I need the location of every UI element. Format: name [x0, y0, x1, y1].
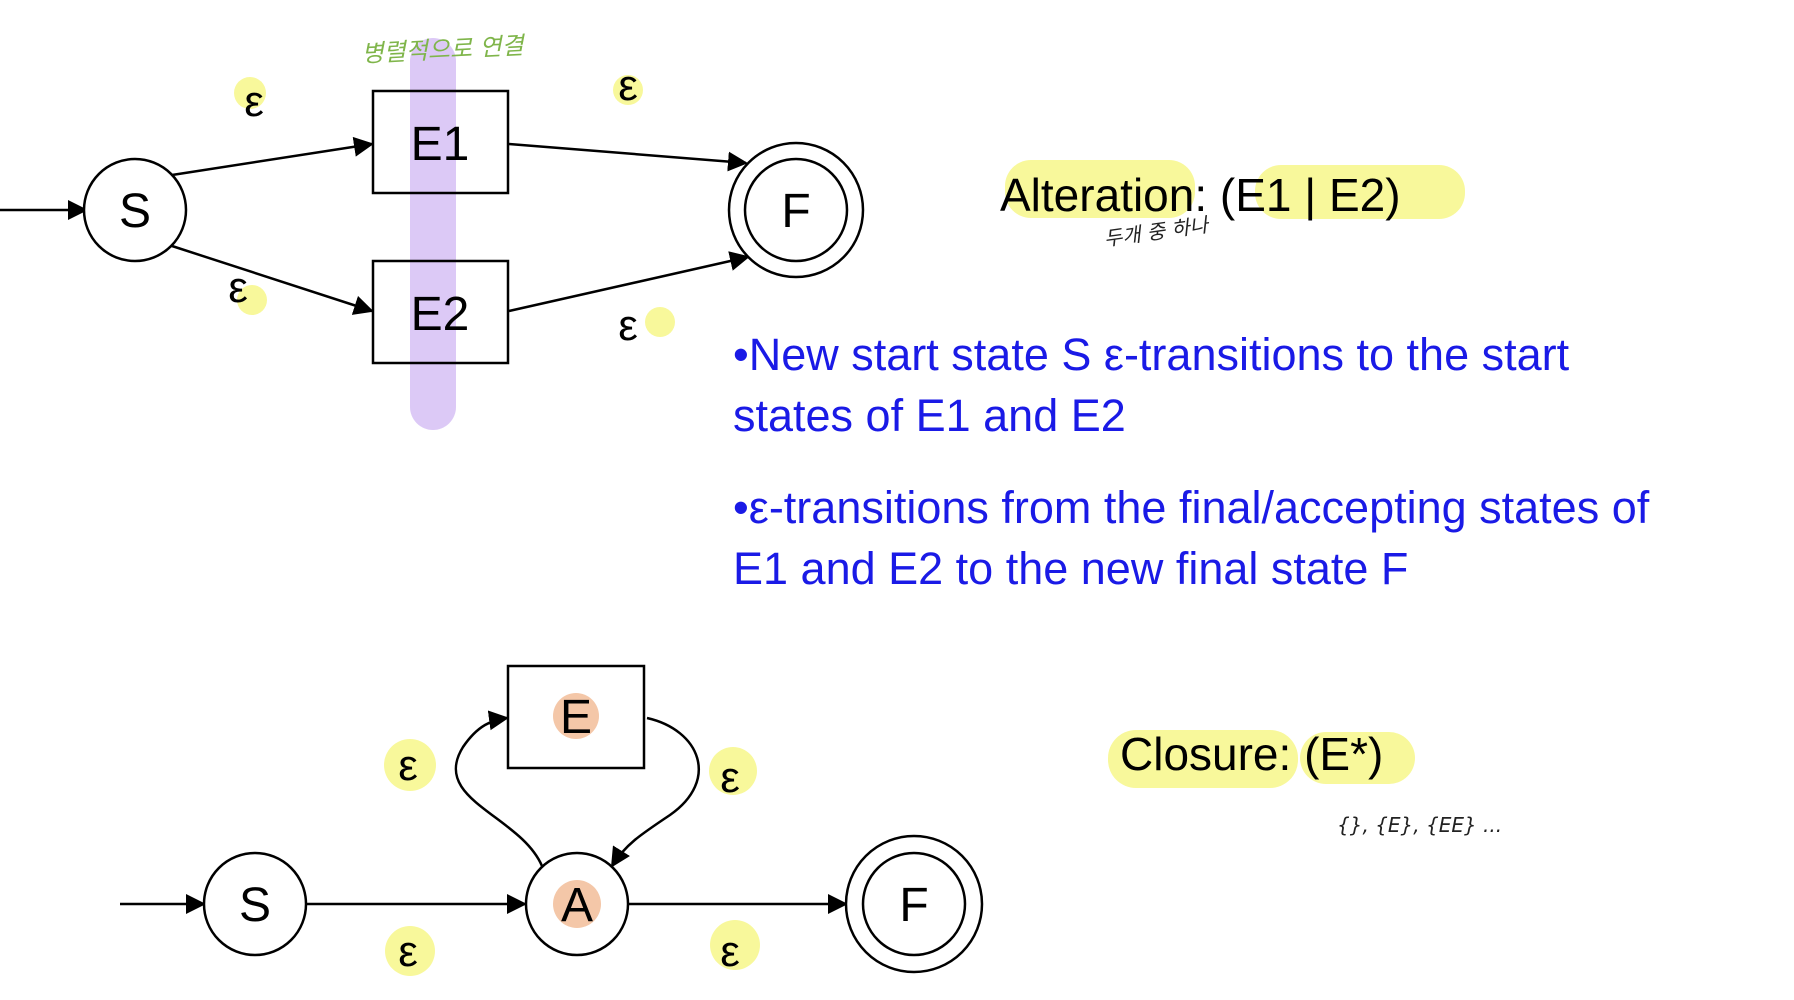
- parallel-highlight-bar: [410, 38, 456, 430]
- epsilon-label-s-e1: ε: [244, 77, 264, 126]
- bullet-2-line-1: •ε-transitions from the final/accepting …: [733, 482, 1650, 533]
- closure-handnote: {}, {E}, {EE} ...: [1337, 813, 1502, 837]
- highlight-marks-bottom: [384, 730, 1415, 976]
- epsilon-label-e2-f: ε: [618, 301, 638, 350]
- bullet-1-line-1: •New start state S ε-transitions to the …: [733, 329, 1570, 380]
- state-s-label: S: [119, 185, 151, 238]
- edge-e-a-loop: [610, 716, 700, 868]
- epsilon-label-e-a: ε: [720, 753, 740, 802]
- alteration-bullets: •New start state S ε-transitions to the …: [733, 329, 1650, 594]
- state-s: [82, 157, 188, 263]
- closure-state-f-inner: [861, 851, 967, 957]
- edge-s-e1: [171, 136, 374, 177]
- edge-e2-f: [508, 251, 750, 313]
- edge-e1-f: [508, 142, 748, 172]
- epsilon-label-s-e2: ε: [228, 263, 248, 312]
- state-f-label: F: [781, 185, 810, 238]
- epsilon-label-a-e: ε: [398, 741, 418, 790]
- epsilon-label-e1-f: ε: [618, 61, 638, 110]
- closure-state-s-label: S: [239, 879, 271, 932]
- box-e1-label: E1: [411, 118, 470, 171]
- box-e2: [371, 259, 510, 365]
- box-e2-label: E2: [411, 288, 470, 341]
- closure-heading: Closure: (E*): [1120, 728, 1383, 780]
- bullet-1-line-2: states of E1 and E2: [733, 390, 1126, 441]
- bullet-2-line-2: E1 and E2 to the new final state F: [733, 543, 1408, 594]
- edge-a-e-loop: [454, 710, 544, 867]
- state-a-dot: [553, 880, 601, 928]
- closure-state-f-label: F: [899, 879, 928, 932]
- alteration-heading: Alteration: (E1 | E2): [1000, 169, 1401, 221]
- closure-state-a-label: A: [561, 879, 593, 932]
- parallel-note: 병렬적으로 연결: [361, 31, 527, 68]
- box-e1: [371, 89, 510, 195]
- state-f-inner: [743, 157, 849, 263]
- edge-s-e2: [171, 244, 374, 315]
- closure-state-s: [202, 851, 308, 957]
- box-e-dot: [553, 693, 599, 739]
- closure-diagram: E S A F ε ε ε ε: [120, 664, 984, 976]
- box-e-label: E: [560, 691, 592, 744]
- alteration-diagram: S E1 E2 F ε ε ε ε: [0, 61, 865, 365]
- epsilon-label-s-a: ε: [398, 927, 418, 976]
- epsilon-label-a-f: ε: [720, 927, 740, 976]
- highlight-marks-top: [234, 75, 1465, 337]
